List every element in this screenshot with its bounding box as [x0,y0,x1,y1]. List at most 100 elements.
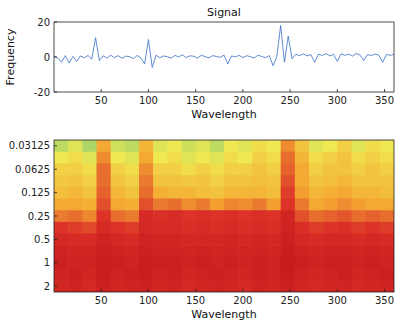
cell [267,140,282,152]
cell [139,280,154,292]
cell [54,140,69,152]
cell [182,210,197,222]
cell [238,152,253,164]
x-tick-label: 150 [186,295,205,306]
cell [309,245,324,257]
cell [153,187,168,199]
cell [54,257,69,269]
cell [139,210,154,222]
cell [210,280,225,292]
cell [210,187,225,199]
cell [224,245,239,257]
cell [210,152,225,164]
cell [153,175,168,187]
cell [97,140,112,152]
cell [125,222,140,234]
x-tick [337,89,338,92]
cell [352,234,367,246]
cell [82,163,97,175]
cell [323,175,338,187]
cell [252,245,267,257]
frame [54,140,394,292]
cell [139,140,154,152]
cell [111,198,126,210]
cell [224,198,239,210]
cell [54,245,69,257]
cell [267,187,282,199]
y-tick [54,169,57,170]
cell [252,269,267,281]
cell [54,163,69,175]
cell [238,280,253,292]
cell [68,175,83,187]
cell [281,152,296,164]
cell [139,152,154,164]
cell [267,152,282,164]
plot-bg [54,22,394,92]
cell [139,175,154,187]
x-tick [195,89,196,92]
cell [210,234,225,246]
x-tick-label: 350 [375,95,394,106]
cell [111,257,126,269]
cell [68,245,83,257]
cell [139,257,154,269]
x-tick-label: 50 [95,295,108,306]
cell [167,280,182,292]
cell [295,198,310,210]
cell [337,222,352,234]
cell [54,175,69,187]
cell [97,234,112,246]
cell [309,175,324,187]
cell [252,210,267,222]
cell [380,198,394,210]
cell [309,163,324,175]
cell [196,140,211,152]
cell [352,187,367,199]
marks [54,140,394,292]
cell [97,210,112,222]
cell [82,140,97,152]
cell [139,163,154,175]
cell [252,234,267,246]
cell [366,187,381,199]
cell [366,198,381,210]
cell [139,222,154,234]
cell [295,140,310,152]
cell [295,245,310,257]
cell [68,222,83,234]
cell [323,210,338,222]
x-tick [101,289,102,292]
cell [380,187,394,199]
cell [352,257,367,269]
y-tick-label: 0 [44,52,50,63]
cell [153,269,168,281]
cell [309,140,324,152]
y-tick-label: 0.125 [21,187,50,198]
cell [68,198,83,210]
cell [281,163,296,175]
cell [196,280,211,292]
cell [295,269,310,281]
cell [224,152,239,164]
cell [68,234,83,246]
cell [182,187,197,199]
cell [238,245,253,257]
cell [210,257,225,269]
cell [323,152,338,164]
x-tick-label: 100 [139,95,158,106]
cell [267,198,282,210]
x-tick-label: 50 [95,95,108,106]
cell [82,222,97,234]
cell [281,222,296,234]
x-tick [195,289,196,292]
cell [210,163,225,175]
cell [97,163,112,175]
cell [196,198,211,210]
cell [380,222,394,234]
cell [125,234,140,246]
y-tick-label: 0.03125 [9,140,50,151]
y-tick [54,145,57,146]
x-label: Wavelength [191,308,256,321]
cell [224,280,239,292]
